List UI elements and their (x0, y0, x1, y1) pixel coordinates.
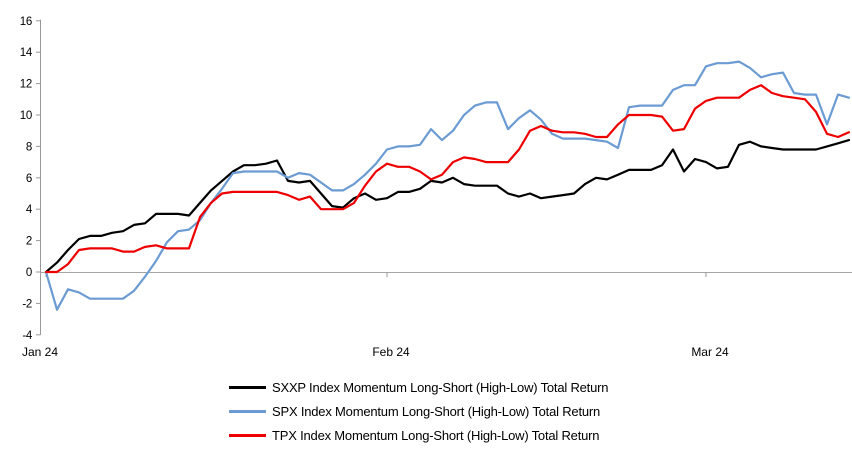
chart-legend: SXXP Index Momentum Long-Short (High-Low… (229, 375, 608, 447)
tpx-line-swatch (229, 433, 266, 437)
y-tick-label: 2 (26, 236, 32, 248)
y-tick-label: 10 (20, 110, 32, 122)
sxxp-legend-label: SXXP Index Momentum Long-Short (High-Low… (272, 379, 609, 395)
y-tick-label: 12 (20, 79, 32, 91)
tpx-legend-label: TPX Index Momentum Long-Short (High-Low)… (272, 427, 600, 443)
y-tick-label: 4 (26, 204, 33, 216)
y-tick-label: 14 (20, 47, 33, 59)
y-tick-label: 16 (20, 16, 32, 28)
x-tick-label: Mar 24 (691, 345, 729, 359)
x-tick-label: Feb 24 (372, 345, 410, 359)
series-line-0 (44, 139, 851, 274)
legend-item-spx: SPX Index Momentum Long-Short (High-Low)… (229, 399, 608, 423)
y-tick-label: -2 (22, 298, 32, 310)
x-tick-label: Jan 24 (22, 345, 58, 359)
series-layer (44, 60, 851, 311)
axis-layer: -4 -2 0 2 4 6 8 10 12 14 16 Jan 24 Feb 24 Mar 24 (20, 16, 852, 359)
y-tick-label: -4 (22, 330, 33, 342)
y-tick-label: 6 (26, 173, 32, 185)
spx-line-swatch (229, 409, 266, 413)
series-line-2 (44, 84, 851, 274)
legend-item-sxxp: SXXP Index Momentum Long-Short (High-Low… (229, 375, 608, 399)
series-line-1 (44, 60, 851, 311)
spx-legend-label: SPX Index Momentum Long-Short (High-Low)… (272, 403, 601, 419)
y-tick-label: 8 (26, 141, 32, 153)
legend-item-tpx: TPX Index Momentum Long-Short (High-Low)… (229, 423, 608, 447)
sxxp-line-swatch (229, 385, 266, 389)
y-tick-label: 0 (26, 267, 32, 279)
